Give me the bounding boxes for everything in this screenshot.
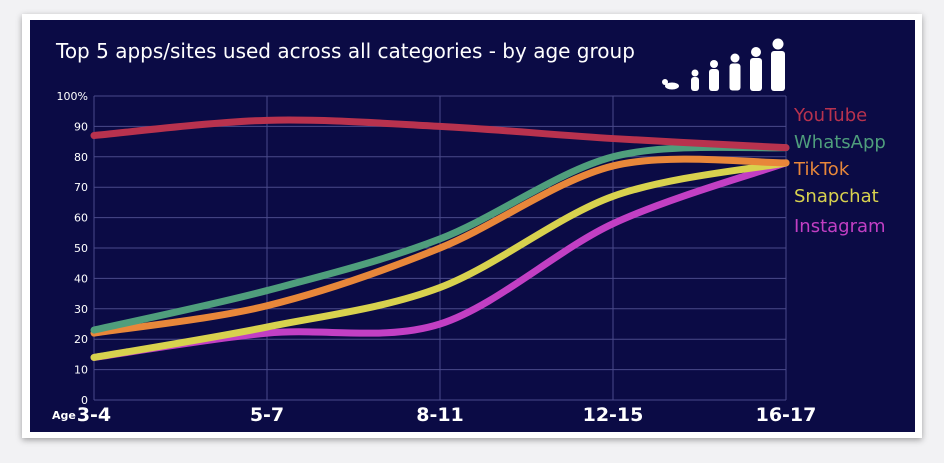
series-line-youtube [90, 116, 790, 152]
y-axis-ticks: 0 10 20 30 40 50 60 70 80 90 100% [57, 90, 88, 407]
x-axis-ticks: 3-4 5-7 8-11 12-15 16-17 [77, 404, 817, 426]
y-tick-label: 0 [81, 394, 88, 407]
y-tick-label: 90 [74, 120, 88, 133]
series-layer [90, 116, 790, 361]
x-tick-label: 8-11 [416, 404, 464, 426]
y-tick-label: 70 [74, 181, 88, 194]
line-chart: Top 5 apps/sites used across all categor… [52, 38, 886, 426]
x-tick-label: 3-4 [77, 404, 111, 426]
series-line-whatsapp [90, 143, 790, 334]
series-line-snapchat [90, 159, 790, 361]
x-tick-label: 16-17 [756, 404, 817, 426]
chart-frame: Top 5 apps/sites used across all categor… [22, 14, 922, 438]
series-line-tiktok [90, 155, 790, 337]
y-tick-label: 20 [74, 333, 88, 346]
y-tick-label: 100% [57, 90, 88, 103]
legend-item-instagram: Instagram [794, 216, 886, 237]
legend: YouTube WhatsApp TikTok Snapchat Instagram [793, 105, 886, 237]
x-tick-label: 5-7 [250, 404, 284, 426]
y-tick-label: 80 [74, 151, 88, 164]
legend-item-whatsapp: WhatsApp [794, 132, 886, 153]
y-tick-label: 30 [74, 303, 88, 316]
y-tick-label: 40 [74, 272, 88, 285]
chart-title: Top 5 apps/sites used across all categor… [55, 39, 635, 63]
age-silhouettes-icon [662, 38, 785, 91]
y-tick-label: 60 [74, 212, 88, 225]
y-tick-label: 50 [74, 242, 88, 255]
legend-item-youtube: YouTube [793, 105, 867, 126]
x-axis-label: Age [52, 409, 76, 422]
legend-item-tiktok: TikTok [793, 159, 850, 180]
legend-item-snapchat: Snapchat [794, 186, 879, 207]
x-tick-label: 12-15 [583, 404, 644, 426]
y-tick-label: 10 [74, 364, 88, 377]
chart-panel: Top 5 apps/sites used across all categor… [30, 20, 915, 432]
